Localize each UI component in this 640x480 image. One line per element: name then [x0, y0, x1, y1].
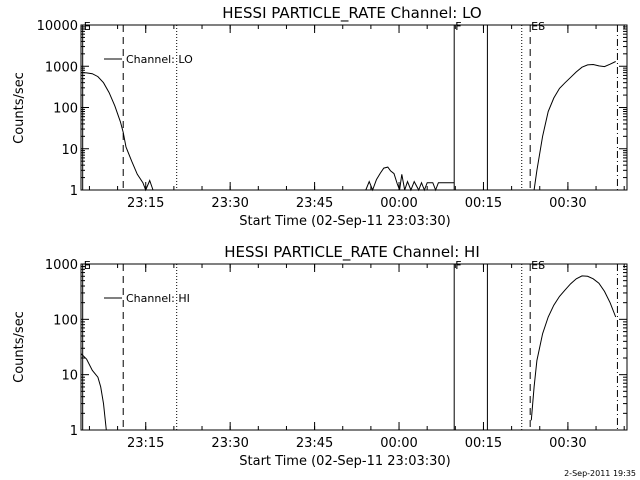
y-axis-label: Counts/sec — [12, 72, 27, 144]
x-axis-label: Start Time (02-Sep-11 23:03:30) — [239, 214, 450, 229]
y-axis-label: Counts/sec — [12, 311, 27, 383]
plot-frame — [80, 24, 628, 191]
y-tick-label: 100 — [53, 313, 78, 328]
event-label: E — [84, 20, 91, 33]
generation-timestamp: 2-Sep-2011 19:35 — [564, 469, 636, 478]
x-tick-label: 23:45 — [296, 436, 333, 451]
x-tick-label: 23:15 — [127, 196, 164, 211]
lo-channel-panel: HESSI PARTICLE_RATE Channel: LO Counts/s… — [12, 4, 628, 229]
y-tick-label: 100 — [53, 102, 78, 117]
x-tick-label: 00:30 — [549, 196, 586, 211]
y-tick-label: 1000 — [45, 60, 78, 75]
event-label: ES — [531, 259, 545, 272]
event-markers: E F ES — [82, 259, 618, 430]
event-label: F — [455, 20, 461, 33]
series-line — [80, 72, 154, 192]
axis-ticks: 1 10 100 1000 10000 23:15 23:30 23:45 00:00 00:15… — [37, 19, 627, 211]
event-markers: E F ES — [82, 20, 618, 190]
series-line — [533, 61, 616, 191]
series-line — [365, 166, 455, 192]
event-label: E — [84, 259, 91, 272]
x-tick-label: 23:15 — [127, 436, 164, 451]
panel-title: HESSI PARTICLE_RATE Channel: LO — [222, 4, 481, 23]
event-label: ES — [531, 20, 545, 33]
series-line — [530, 275, 617, 421]
x-tick-label: 00:15 — [465, 436, 502, 451]
x-tick-label: 23:30 — [211, 196, 248, 211]
y-tick-label: 1 — [70, 184, 78, 199]
x-tick-label: 00:00 — [380, 436, 417, 451]
y-tick-label: 1000 — [45, 258, 78, 273]
y-tick-label: 10 — [61, 143, 78, 158]
legend-label: Channel: HI — [126, 292, 190, 305]
panel-title: HESSI PARTICLE_RATE Channel: HI — [224, 243, 480, 262]
plot-frame — [80, 263, 628, 431]
x-tick-label: 23:30 — [211, 436, 248, 451]
x-tick-label: 00:30 — [549, 436, 586, 451]
series-line — [80, 353, 107, 431]
x-tick-label: 00:00 — [380, 196, 417, 211]
event-label: F — [455, 259, 461, 272]
x-tick-label: 00:15 — [465, 196, 502, 211]
y-tick-label: 10 — [61, 369, 78, 384]
x-axis-label: Start Time (02-Sep-11 23:03:30) — [239, 454, 450, 469]
x-tick-label: 23:45 — [296, 196, 333, 211]
hi-channel-panel: HESSI PARTICLE_RATE Channel: HI Counts/s… — [12, 243, 628, 469]
y-tick-label: 1 — [70, 424, 78, 439]
data-series — [80, 275, 617, 431]
y-tick-label: 10000 — [37, 19, 78, 34]
legend-label: Channel: LO — [126, 53, 193, 66]
axis-ticks: 1 10 100 1000 23:15 23:30 23:45 00:00 00:15 00:30 — [45, 258, 627, 451]
data-series — [80, 61, 616, 192]
